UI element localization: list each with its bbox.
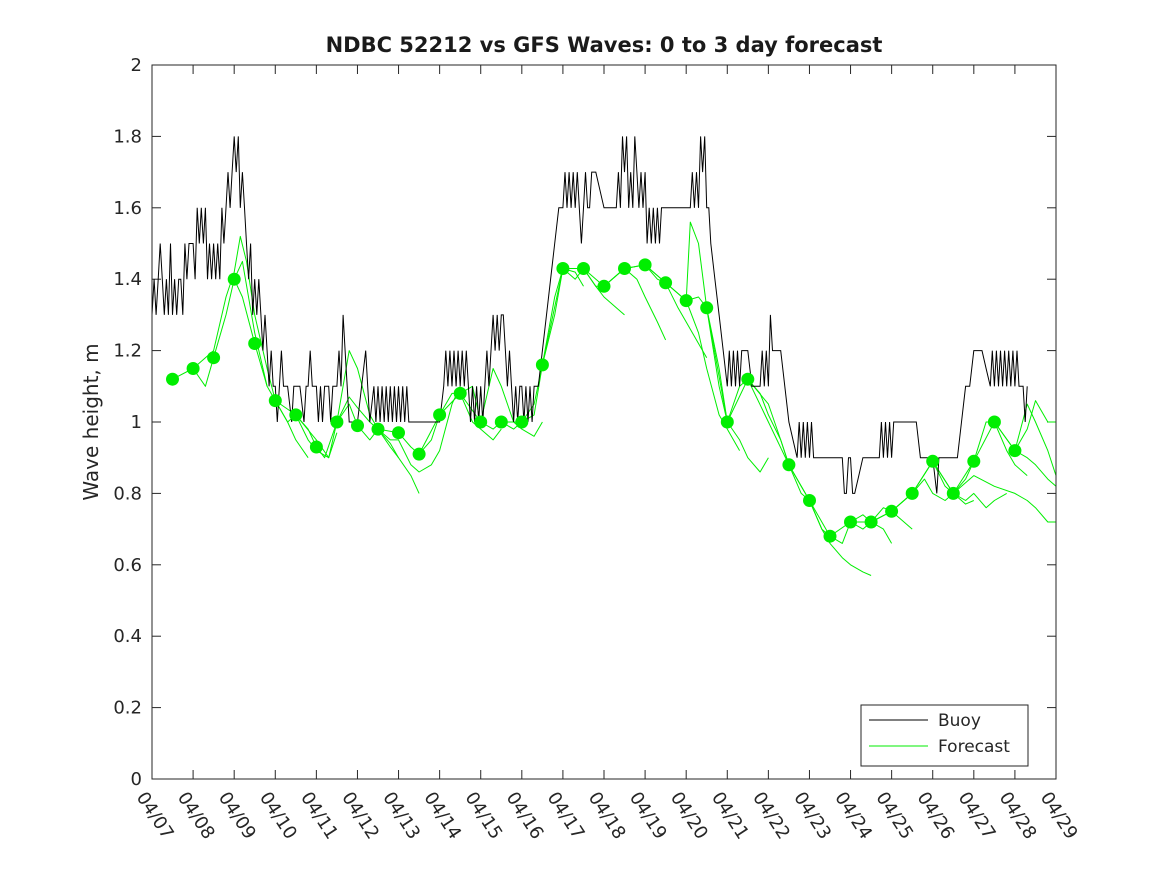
legend-label-buoy: Buoy [938,711,981,731]
forecast-marker [864,515,878,529]
forecast-marker [289,408,303,422]
y-tick-label: 1.6 [113,198,142,219]
forecast-marker [700,301,714,315]
forecast-line [644,264,769,473]
y-axis-label: Wave height, m [79,343,103,500]
forecast-marker [782,458,796,472]
forecast-marker [371,422,385,436]
forecast-marker [515,415,529,429]
y-tick-label: 0.8 [113,483,142,504]
forecast-marker [535,358,549,372]
forecast-marker [577,262,590,275]
forecast-marker [638,258,652,272]
forecast-line [562,264,708,358]
forecast-line [295,403,420,494]
legend-label-forecast: Forecast [938,737,1010,757]
forecast-line [685,221,790,465]
forecast-line [418,368,543,455]
forecast-marker [392,426,405,440]
forecast-marker [474,415,488,429]
forecast-line [192,235,309,458]
y-tick-label: 1.4 [113,269,142,290]
y-tick-label: 1.2 [113,341,142,362]
forecast-marker [309,440,323,454]
forecast-marker [905,486,919,500]
forecast-markers [166,258,1022,543]
forecast-marker [926,454,940,468]
forecast-marker [987,415,1001,429]
forecast-marker [720,415,734,429]
y-tick-label: 0.6 [113,555,142,576]
y-tick-label: 0.2 [113,698,142,719]
forecast-marker [844,515,857,529]
forecast-marker [741,372,755,386]
forecast-marker [679,294,693,308]
forecast-marker [330,415,344,429]
forecast-marker [659,276,673,290]
chart-title: NDBC 52212 vs GFS Waves: 0 to 3 day fore… [326,33,883,57]
forecast-marker [433,408,447,422]
forecast-line [952,475,1056,523]
y-tick-label: 0.4 [113,626,142,647]
forecast-marker [166,372,179,386]
forecast-marker [268,394,282,408]
forecast-marker [412,447,426,461]
y-tick-label: 2 [131,55,142,76]
forecast-marker [248,337,262,350]
forecast-marker [803,494,816,507]
axis-ticks [151,64,1057,780]
forecast-marker [597,279,611,293]
axes-box [151,64,1057,780]
forecast-line [501,268,625,423]
forecast-marker [351,419,364,433]
forecast-marker [227,272,241,286]
y-tick-label: 0 [131,769,142,790]
forecast-marker [946,486,960,500]
y-tick-label: 1.8 [113,126,142,147]
forecast-line [377,392,502,455]
forecast-marker [823,529,837,543]
y-tick-label: 1 [131,412,142,433]
forecast-marker [1008,444,1022,458]
forecast-line [336,386,461,473]
forecast-marker [885,504,899,518]
forecast-marker [967,454,981,468]
forecast-marker [556,262,570,275]
forecast-marker [618,262,631,275]
forecast-marker [453,386,467,400]
forecast-line [1014,450,1057,487]
legend-box [860,704,1029,767]
legend: Buoy Forecast [860,704,1029,767]
forecast-marker [494,415,508,429]
forecast-marker [207,351,221,365]
forecast-marker [186,362,200,375]
y-tick-labels: 0 0.2 0.4 0.6 0.8 1 1.2 1.4 1.6 1.8 2 [113,55,142,790]
forecast-line [747,378,872,576]
forecast-line [172,278,268,387]
